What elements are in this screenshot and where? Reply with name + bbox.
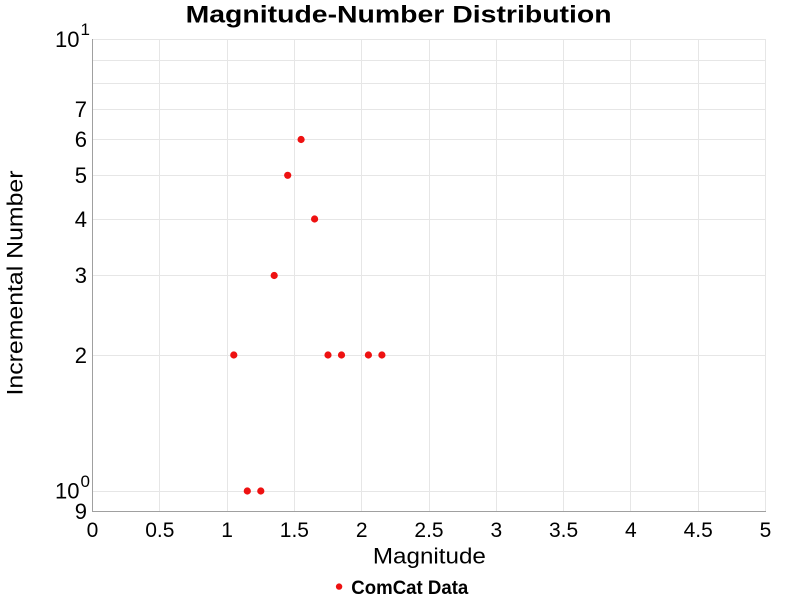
- svg-text:1: 1: [81, 20, 90, 39]
- svg-text:4: 4: [625, 519, 637, 542]
- svg-text:3: 3: [490, 519, 502, 542]
- svg-text:4.5: 4.5: [684, 519, 713, 542]
- svg-text:1.5: 1.5: [280, 519, 309, 542]
- svg-text:0: 0: [87, 519, 99, 542]
- svg-text:3: 3: [75, 263, 87, 288]
- svg-text:2.5: 2.5: [414, 519, 443, 542]
- svg-text:10: 10: [55, 479, 79, 504]
- svg-text:Magnitude-Number Distribution: Magnitude-Number Distribution: [186, 2, 612, 29]
- svg-text:0: 0: [81, 472, 90, 491]
- svg-text:3.5: 3.5: [549, 519, 578, 542]
- svg-text:ComCat Data: ComCat Data: [351, 578, 468, 599]
- svg-text:5: 5: [75, 163, 87, 188]
- svg-text:Incremental Number: Incremental Number: [3, 171, 28, 396]
- svg-text:0.5: 0.5: [145, 519, 174, 542]
- svg-text:1: 1: [221, 519, 233, 542]
- svg-text:7: 7: [75, 97, 87, 122]
- svg-text:6: 6: [75, 127, 87, 152]
- svg-text:Magnitude: Magnitude: [373, 544, 486, 569]
- svg-text:2: 2: [75, 343, 87, 368]
- svg-text:5: 5: [760, 519, 772, 542]
- svg-text:4: 4: [75, 207, 87, 232]
- svg-text:10: 10: [55, 27, 79, 52]
- svg-text:2: 2: [356, 519, 368, 542]
- svg-text:9: 9: [75, 499, 87, 524]
